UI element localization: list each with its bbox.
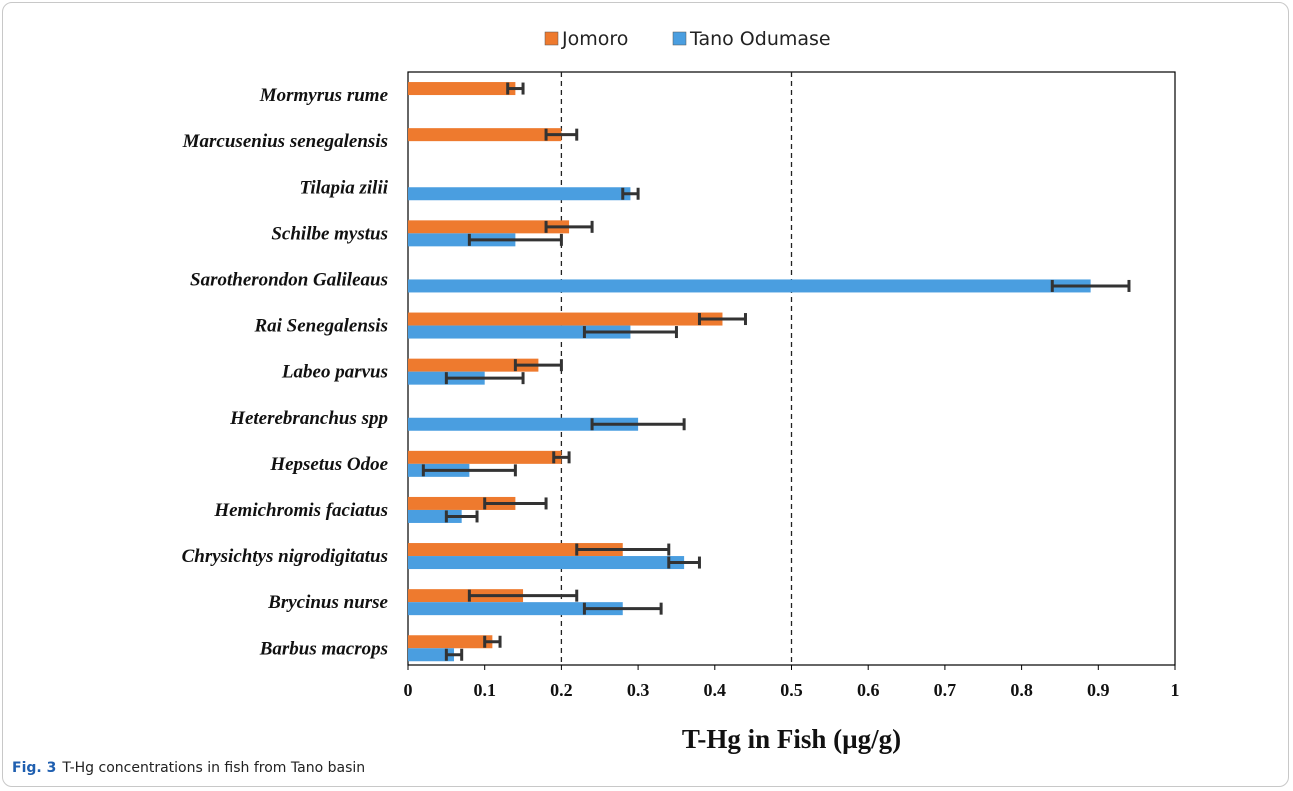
error-bar-jomoro	[575, 543, 671, 556]
category-label: Chrysichtys nigrodigitatus	[182, 546, 388, 567]
x-tick-label: 0.8	[1010, 680, 1033, 700]
error-bar-tano-odumase	[667, 556, 701, 569]
error-bar-tano-odumase	[1050, 279, 1131, 292]
bar-tano-odumase	[408, 509, 462, 523]
error-bar-tano-odumase	[590, 418, 686, 431]
error-bar-tano-odumase	[582, 602, 663, 615]
error-bar-tano-odumase	[582, 326, 678, 339]
category-label: Mormyrus rume	[259, 85, 389, 106]
bar-tano-odumase	[408, 233, 516, 247]
figure-caption-text: T-Hg concentrations in fish from Tano ba…	[62, 760, 366, 776]
bar-jomoro	[408, 543, 623, 557]
x-tick-label: 0.6	[857, 680, 880, 700]
bar-tano-odumase	[408, 325, 631, 339]
error-bar-jomoro	[467, 589, 579, 602]
bar-jomoro	[408, 358, 539, 372]
x-tick-label: 0.9	[1087, 680, 1110, 700]
x-axis-ticks: 0 0.1 0.2 0.3 0.4 0.5 0.6 0.7 0.8 0.9 1	[404, 665, 1180, 700]
category-labels: Mormyrus rume Marcusenius senegalensis Til…	[182, 85, 389, 659]
error-bar-tano-odumase	[421, 464, 517, 477]
error-bar-jomoro	[697, 313, 747, 326]
category-label: Schilbe mystus	[271, 223, 388, 244]
category-label: Marcusenius senegalensis	[182, 131, 388, 152]
error-bar-jomoro	[513, 359, 563, 372]
x-tick-label: 0	[404, 680, 413, 700]
legend-item-jomoro: Jomoro	[544, 28, 628, 50]
error-bar-tano-odumase	[444, 372, 525, 385]
bar-jomoro	[408, 82, 516, 96]
legend-swatch	[544, 31, 559, 46]
x-tick-label: 0.1	[473, 680, 496, 700]
error-bar-jomoro	[552, 451, 571, 464]
bar-tano-odumase	[408, 187, 631, 201]
category-label: Hemichromis faciatus	[213, 500, 388, 521]
x-tick-label: 0.4	[704, 680, 727, 700]
category-label: Sarotherondon Galileaus	[190, 269, 388, 290]
error-bar-jomoro	[544, 220, 594, 233]
legend: Jomoro Tano Odumase	[544, 28, 831, 50]
category-label: Labeo parvus	[281, 362, 388, 383]
bar-tano-odumase	[408, 602, 623, 616]
error-bar-tano-odumase	[621, 187, 640, 200]
error-bar-tano-odumase	[444, 510, 479, 523]
bar-jomoro	[408, 496, 516, 510]
bar-tano-odumase	[408, 279, 1091, 293]
bar-tano-odumase	[408, 417, 639, 431]
category-label: Brycinus nurse	[267, 592, 388, 613]
x-tick-label: 0.5	[780, 680, 803, 700]
category-label: Tilapia zilii	[300, 177, 389, 198]
reference-lines	[560, 72, 793, 665]
bar-jomoro	[408, 312, 723, 326]
error-bar-jomoro	[483, 497, 548, 510]
bar-tano-odumase	[408, 556, 685, 570]
error-bar-tano-odumase	[444, 648, 464, 661]
figure-caption-label: Fig. 3	[12, 760, 57, 776]
category-label: Barbus macrops	[259, 638, 388, 659]
figure-caption: Fig. 3 T-Hg concentrations in fish from T…	[12, 760, 365, 776]
bar-tano-odumase	[408, 648, 455, 662]
bars	[408, 82, 1131, 662]
error-bar-tano-odumase	[467, 233, 563, 246]
legend-label: Tano Odumase	[689, 28, 831, 50]
legend-item-tano-odumase: Tano Odumase	[672, 28, 831, 50]
x-tick-label: 1	[1171, 680, 1180, 700]
bar-jomoro	[408, 635, 493, 649]
error-bar-jomoro	[483, 635, 502, 648]
error-bar-jomoro	[506, 82, 525, 95]
category-label: Rai Senegalensis	[253, 316, 388, 337]
bar-jomoro	[408, 589, 524, 603]
error-bar-jomoro	[544, 128, 579, 141]
x-tick-label: 0.7	[934, 680, 957, 700]
bar-jomoro	[408, 128, 562, 142]
bar-jomoro	[408, 220, 570, 234]
legend-swatch	[672, 31, 687, 46]
x-tick-label: 0.3	[627, 680, 650, 700]
x-tick-label: 0.2	[550, 680, 573, 700]
legend-label: Jomoro	[561, 28, 628, 50]
x-axis-title: T-Hg in Fish (µg/g)	[682, 724, 901, 754]
category-label: Hepsetus Odoe	[269, 454, 388, 475]
bar-jomoro	[408, 450, 562, 464]
category-label: Heterebranchus spp	[229, 408, 388, 429]
